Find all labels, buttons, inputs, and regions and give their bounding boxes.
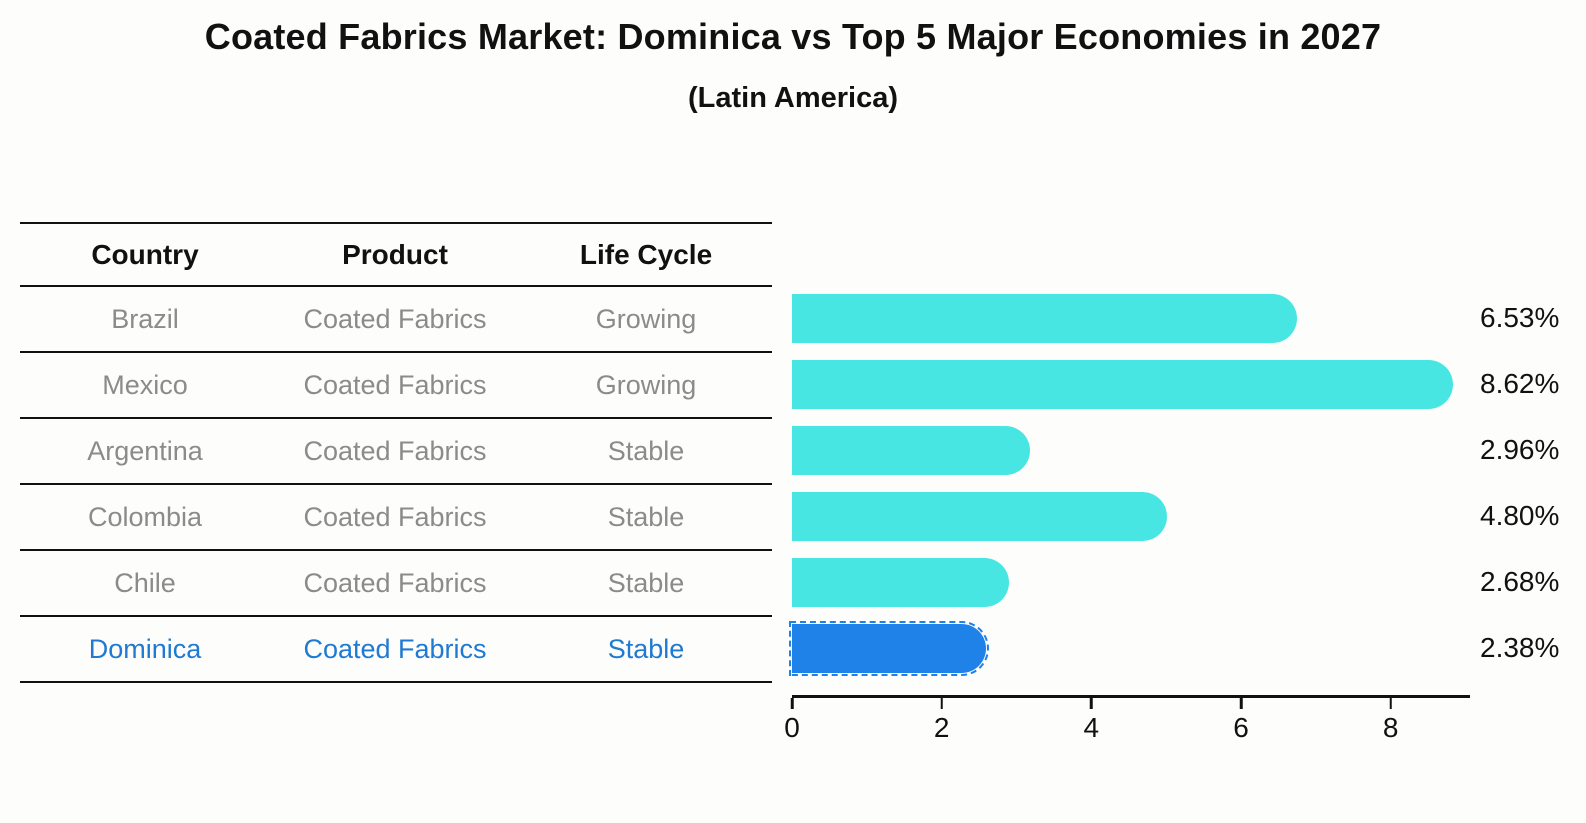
x-axis-tick-label: 2 (933, 712, 950, 743)
table-cell-life-cycle: Stable (607, 633, 685, 664)
table-row: Mexico Coated Fabrics Growing (20, 353, 772, 419)
table-cell-country: Colombia (87, 501, 203, 532)
table-cell-life-cycle: Growing (595, 303, 697, 334)
bar-value-label: 6.53% (1480, 302, 1560, 333)
x-axis-tick-label: 8 (1382, 712, 1399, 743)
table-row: Chile Coated Fabrics Stable (20, 551, 772, 617)
x-axis-tick (1090, 698, 1093, 709)
bar-mexico (792, 359, 1454, 409)
table-cell-product: Coated Fabrics (303, 633, 487, 664)
bar-chile (792, 557, 1009, 607)
table-cell-country: Dominica (88, 633, 202, 664)
bar-value-label: 8.62% (1480, 368, 1560, 399)
plot-area: 0 2 4 6 8 (784, 222, 1470, 743)
bar-value-label: 4.80% (1480, 500, 1560, 531)
table-cell-country: Mexico (102, 369, 188, 400)
bar-colombia (792, 491, 1168, 541)
table-header-life-cycle: Life Cycle (579, 238, 713, 270)
table-cell-country: Chile (114, 567, 176, 598)
table-cell-product: Coated Fabrics (303, 369, 487, 400)
bar-value-label: 2.38% (1480, 632, 1560, 663)
country-table: Country Product Life Cycle Brazil Coated… (20, 222, 772, 683)
table-cell-product: Coated Fabrics (303, 567, 487, 598)
bar-argentina (792, 425, 1030, 475)
bar-value-label: 2.68% (1480, 566, 1560, 597)
table-row: Colombia Coated Fabrics Stable (20, 485, 772, 551)
x-axis-tick (940, 698, 943, 709)
x-axis-line (792, 695, 1470, 698)
x-axis-tick-label: 6 (1233, 712, 1249, 743)
table-cell-life-cycle: Stable (607, 501, 685, 532)
table-cell-life-cycle: Stable (607, 435, 685, 466)
table-cell-country: Argentina (87, 435, 203, 466)
bar-dominica (788, 620, 990, 676)
table-cell-country: Brazil (111, 303, 179, 334)
table-cell-life-cycle: Stable (607, 567, 685, 598)
table-row-dominica: Dominica Coated Fabrics Stable (20, 617, 772, 683)
table-row: Argentina Coated Fabrics Stable (20, 419, 772, 485)
x-axis-tick (790, 698, 794, 709)
table-cell-product: Coated Fabrics (303, 435, 487, 466)
table-cell-product: Coated Fabrics (303, 501, 487, 532)
chart-title: Coated Fabrics Market: Dominica vs Top 5… (204, 16, 1382, 57)
table-header-product: Product (342, 238, 448, 270)
x-axis-tick (1389, 698, 1392, 709)
bar-brazil (792, 293, 1297, 343)
table-header-country: Country (91, 238, 199, 270)
x-axis-tick (1239, 698, 1243, 709)
table-cell-life-cycle: Growing (595, 369, 697, 400)
x-axis-tick-label: 0 (784, 712, 800, 743)
x-axis-tick-label: 4 (1083, 712, 1100, 743)
chart-subtitle: (Latin America) (687, 82, 899, 114)
table-cell-product: Coated Fabrics (303, 303, 487, 334)
table-header-row: Country Product Life Cycle (20, 224, 772, 287)
table-row: Brazil Coated Fabrics Growing (20, 287, 772, 353)
bar-value-label: 2.96% (1480, 434, 1560, 465)
